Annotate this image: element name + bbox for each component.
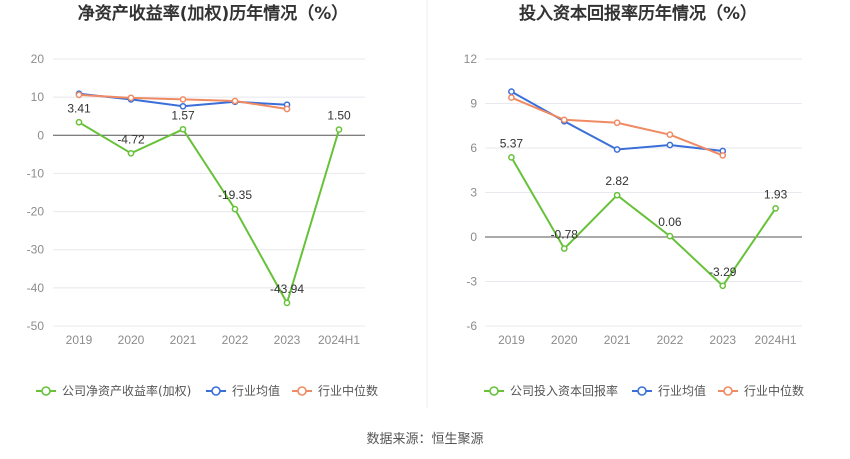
roic-y-tick-label: 6 <box>470 141 477 155</box>
roe-legend-item-median[interactable]: 行业中位数 <box>292 383 378 398</box>
roic-y-tick-label: -6 <box>466 319 477 333</box>
roic-chart-panel: 投入资本回报率历年情况（%） 12 9 6 3 0 -3 -6 2019 2020 2021 202… <box>464 3 804 398</box>
roic-median-point[interactable] <box>719 152 727 159</box>
roe-legend-item-avg[interactable]: 行业均值 <box>206 383 280 398</box>
roic-legend-label: 行业均值 <box>658 383 706 398</box>
roe-data-label: -4.72 <box>117 132 145 146</box>
roe-median-point[interactable] <box>127 94 135 102</box>
roe-legend-swatch-marker <box>297 386 307 396</box>
roe-y-tick-label: 10 <box>31 90 45 104</box>
roe-data-label: -19.35 <box>218 188 252 202</box>
roe-data-label: 1.50 <box>327 109 351 123</box>
roic-x-tick-label: 2022 <box>657 333 684 347</box>
roe-y-tick-label: -10 <box>27 166 45 180</box>
roic-data-label: 2.82 <box>605 174 629 188</box>
roe-y-tick-label: -20 <box>27 205 45 219</box>
roic-x-tick-label: 2021 <box>604 333 631 347</box>
roe-company-point[interactable] <box>75 118 83 126</box>
roe-x-tick-label: 2021 <box>170 333 197 347</box>
roic-x-tick-label: 2020 <box>551 333 578 347</box>
roic-legend-swatch-marker <box>489 386 499 396</box>
roic-median-point[interactable] <box>613 119 621 127</box>
roic-x-tick-label: 2019 <box>498 333 525 347</box>
roic-legend-item-avg[interactable]: 行业均值 <box>632 383 706 398</box>
roe-y-tick-label: -50 <box>27 319 45 333</box>
roic-avg-point[interactable] <box>613 146 621 153</box>
roe-y-tick-label: -30 <box>27 243 45 257</box>
roic-legend-swatch-marker <box>637 386 647 396</box>
roe-y-tick-label: -40 <box>27 281 45 295</box>
roic-legend-item-median[interactable]: 行业中位数 <box>718 383 804 398</box>
roe-x-tick-label: 2024H1 <box>318 333 360 347</box>
roic-company-point[interactable] <box>613 191 621 199</box>
roic-avg-point[interactable] <box>666 141 674 149</box>
roic-x-tick-label: 2023 <box>709 333 736 347</box>
roe-legend-label: 行业中位数 <box>318 383 378 398</box>
roe-company-point[interactable] <box>231 205 239 213</box>
roic-data-label: -0.78 <box>551 228 579 242</box>
data-source-footer: 数据来源：恒生聚源 <box>366 432 483 447</box>
roe-median-point[interactable] <box>231 97 239 105</box>
roe-legend-swatch-marker <box>211 386 221 396</box>
roic-legend-label: 公司投入资本回报率 <box>510 383 618 398</box>
roe-avg-point[interactable] <box>179 102 187 110</box>
roic-legend-item-company[interactable]: 公司投入资本回报率 <box>484 383 618 398</box>
roe-median-point[interactable] <box>283 105 291 113</box>
roe-y-tick-label: 20 <box>31 52 45 66</box>
roe-x-tick-label: 2022 <box>222 333 249 347</box>
roe-company-point[interactable] <box>335 126 343 133</box>
roe-data-label: 3.41 <box>67 101 91 115</box>
roic-chart-title: 投入资本回报率历年情况（%） <box>519 3 757 24</box>
roic-data-label: 1.93 <box>764 187 788 201</box>
roe-median-point[interactable] <box>179 96 187 103</box>
roe-x-tick-label: 2019 <box>66 333 93 347</box>
roic-y-tick-label: 0 <box>470 230 477 244</box>
roe-legend-label: 公司净资产收益率(加权) <box>62 383 191 398</box>
roic-avg-point[interactable] <box>508 88 515 95</box>
roe-company-point[interactable] <box>127 149 135 157</box>
roic-data-label: 0.06 <box>658 215 682 229</box>
roic-company-point[interactable] <box>560 245 568 252</box>
roic-company-point[interactable] <box>772 205 779 212</box>
roe-legend-item-company[interactable]: 公司净资产收益率(加权) <box>36 383 191 398</box>
roe-data-label: 1.57 <box>171 108 195 122</box>
roe-legend-label: 行业均值 <box>232 383 280 398</box>
roe-company-line <box>78 121 340 306</box>
roic-y-tick-label: 3 <box>470 186 477 200</box>
roic-legend-swatch-marker <box>723 386 733 396</box>
roic-company-point[interactable] <box>719 282 727 290</box>
roe-chart-panel: 净资产收益率(加权)历年情况（%） 20 10 0 -10 -20 -30 -40 -50 20… <box>27 3 378 398</box>
roic-company-point[interactable] <box>508 153 515 161</box>
roic-y-tick-label: -3 <box>466 275 477 289</box>
roic-y-tick-label: 12 <box>464 52 478 66</box>
roe-x-tick-label: 2020 <box>118 333 145 347</box>
roic-company-line <box>510 156 777 288</box>
roe-data-label: -43.94 <box>270 282 304 296</box>
roe-x-tick-label: 2023 <box>274 333 301 347</box>
roic-data-label: 5.37 <box>500 136 524 150</box>
roic-data-label: -3.29 <box>709 265 737 279</box>
roe-company-point[interactable] <box>179 125 187 133</box>
roe-legend-swatch-marker <box>41 386 51 396</box>
roe-company-point[interactable] <box>283 299 291 307</box>
roic-company-point[interactable] <box>666 232 674 240</box>
roic-median-point[interactable] <box>508 94 515 101</box>
roic-y-tick-label: 9 <box>470 97 477 111</box>
roic-legend-label: 行业中位数 <box>744 383 804 398</box>
roe-median-point[interactable] <box>75 91 83 99</box>
roic-x-tick-label: 2024H1 <box>755 333 797 347</box>
roe-y-tick-label: 0 <box>37 128 44 142</box>
roe-chart-title: 净资产收益率(加权)历年情况（%） <box>78 3 349 24</box>
roic-median-point[interactable] <box>666 131 674 138</box>
roic-median-point[interactable] <box>560 116 568 124</box>
